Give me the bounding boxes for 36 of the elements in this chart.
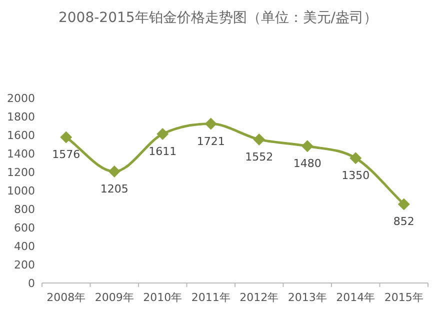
data-label: 1611 bbox=[148, 144, 177, 158]
y-tick-label: 200 bbox=[14, 258, 35, 272]
data-label: 852 bbox=[393, 215, 414, 228]
point bbox=[60, 131, 72, 144]
x-tick-label: 2009年 bbox=[94, 291, 134, 304]
y-tick-label: 1800 bbox=[7, 110, 35, 124]
point bbox=[350, 152, 362, 164]
y-tick-label: 1200 bbox=[7, 166, 35, 179]
point bbox=[204, 118, 217, 130]
data-label: 1350 bbox=[342, 169, 370, 182]
data-label: 1480 bbox=[293, 157, 322, 170]
y-tick-label: 1000 bbox=[7, 184, 35, 198]
y-tick-label: 800 bbox=[14, 203, 35, 216]
y-tick-label: 0 bbox=[28, 277, 35, 290]
y-tick-label: 1600 bbox=[7, 129, 35, 142]
x-tick-label: 2014年 bbox=[336, 291, 376, 304]
point bbox=[301, 140, 314, 152]
point bbox=[253, 133, 266, 146]
x-tick-label: 2010年 bbox=[143, 291, 182, 304]
y-tick-label: 2000 bbox=[7, 92, 35, 105]
data-label: 1552 bbox=[245, 150, 274, 164]
x-tick-label: 2015年 bbox=[384, 291, 424, 304]
data-label: 1721 bbox=[196, 134, 225, 148]
x-tick-label: 2013年 bbox=[288, 291, 327, 304]
y-tick-label: 600 bbox=[14, 222, 35, 234]
x-tick-label: 2011年 bbox=[191, 291, 230, 304]
data-label: 1576 bbox=[52, 148, 80, 162]
point bbox=[108, 166, 120, 178]
y-tick-label: 1400 bbox=[7, 148, 35, 160]
y-tick-label: 400 bbox=[14, 240, 35, 253]
point bbox=[398, 198, 410, 210]
data-label: 1205 bbox=[100, 182, 128, 196]
x-tick-label: 2012年 bbox=[240, 291, 279, 304]
point bbox=[156, 128, 169, 140]
chart-title: 2008-2015年铂金价格走势图（单位：美元/盎司） bbox=[58, 10, 378, 26]
x-tick-label: 2008年 bbox=[46, 291, 86, 304]
